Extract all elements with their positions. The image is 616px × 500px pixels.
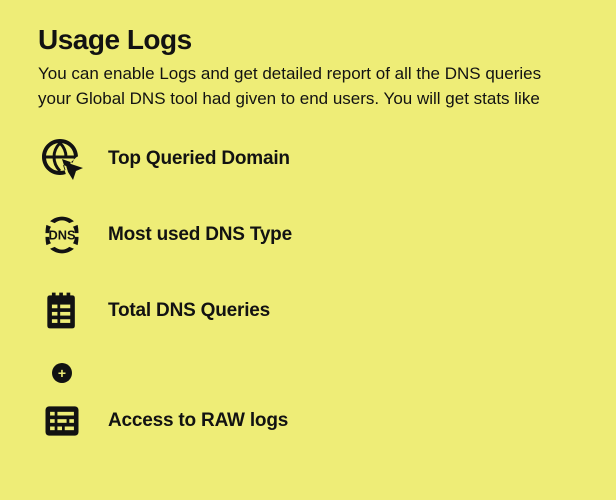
raw-list-icon — [38, 397, 86, 445]
dns-globe-icon: DNS — [38, 211, 86, 259]
page-title: Usage Logs — [38, 24, 578, 56]
feature-row: Total DNS Queries — [38, 287, 578, 335]
svg-text:DNS: DNS — [48, 228, 76, 243]
globe-cursor-icon — [38, 135, 86, 183]
feature-label: Access to RAW logs — [108, 410, 288, 432]
feature-row: DNS Most used DNS Type — [38, 211, 578, 259]
feature-row: Top Queried Domain — [38, 135, 578, 183]
plus-icon: + — [52, 363, 72, 383]
feature-row: Access to RAW logs — [38, 397, 578, 445]
plus-separator: + — [52, 363, 578, 383]
feature-label: Most used DNS Type — [108, 224, 292, 246]
feature-label: Top Queried Domain — [108, 148, 290, 170]
page-description: You can enable Logs and get detailed rep… — [38, 62, 578, 111]
feature-label: Total DNS Queries — [108, 300, 270, 322]
list-count-icon — [38, 287, 86, 335]
